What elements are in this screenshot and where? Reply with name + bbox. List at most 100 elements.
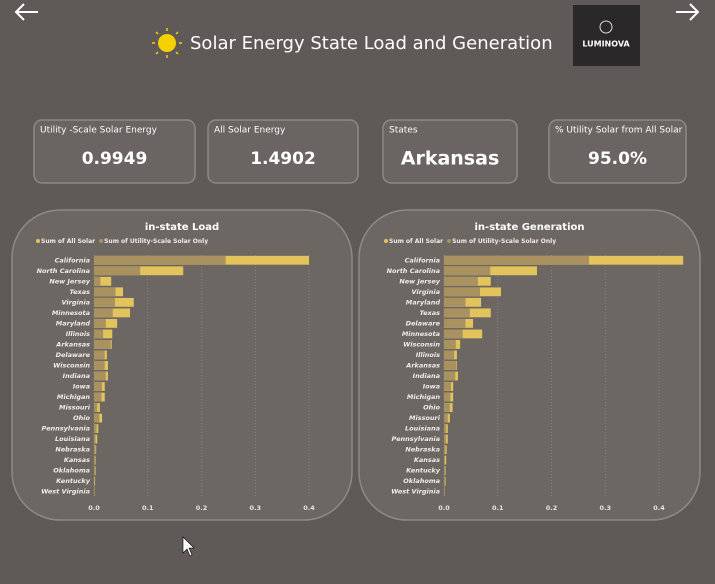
- y-tick-label: Louisiana: [55, 435, 90, 443]
- y-tick-label: Michigan: [57, 393, 90, 401]
- cursor: [182, 536, 195, 557]
- bar: [444, 287, 481, 297]
- bar: [94, 287, 116, 297]
- chart-title: in-state Generation: [475, 222, 585, 233]
- kpi-value: Arkansas: [401, 148, 500, 170]
- back-arrow[interactable]: [14, 3, 38, 21]
- y-tick-label: Iowa: [73, 383, 90, 391]
- bar: [444, 424, 447, 434]
- x-tick-label: 0.2: [546, 504, 558, 512]
- y-tick-label: California: [55, 256, 90, 264]
- bar: [94, 413, 100, 423]
- y-tick-label: Virginia: [412, 288, 440, 296]
- bar: [444, 466, 446, 476]
- legend-label: Sum of All Solar: [389, 238, 443, 245]
- y-tick-label: West Virginia: [41, 488, 90, 496]
- y-tick-label: Ohio: [423, 404, 440, 412]
- bar: [94, 403, 98, 412]
- bar: [444, 413, 448, 423]
- legend-label: Sum of Utility-Scale Solar Only: [452, 238, 556, 245]
- kpi-label: States: [389, 126, 418, 136]
- y-tick-label: Delaware: [56, 351, 91, 359]
- bar: [94, 466, 96, 476]
- chart-title: in-state Load: [145, 222, 219, 233]
- bar: [94, 350, 105, 360]
- bar: [444, 266, 537, 276]
- kpi-card: [207, 119, 359, 184]
- y-tick-label: Arkansas: [55, 340, 90, 348]
- bar: [94, 329, 104, 339]
- y-tick-label: New Jersey: [399, 277, 440, 285]
- x-tick-label: 0.3: [599, 504, 611, 512]
- y-tick-label: Minnesota: [402, 330, 440, 338]
- y-tick-label: Maryland: [406, 298, 441, 306]
- bar: [94, 382, 103, 391]
- kpi-card: [548, 119, 687, 184]
- x-tick-label: 0.0: [88, 504, 100, 512]
- y-tick-label: Missouri: [409, 414, 441, 422]
- bar: [94, 297, 115, 307]
- bar: [94, 276, 112, 286]
- y-tick-label: Minnesota: [52, 309, 90, 317]
- y-tick-label: Texas: [70, 288, 91, 296]
- y-tick-label: Illinois: [416, 351, 440, 359]
- kpi-label: % Utility Solar from All Solar: [555, 126, 683, 136]
- x-tick-label: 0.4: [653, 504, 665, 512]
- bar: [444, 403, 450, 412]
- logo-mark: [599, 20, 613, 34]
- bar: [94, 476, 95, 486]
- x-tick-label: 0.4: [303, 504, 315, 512]
- x-tick-label: 0.3: [249, 504, 261, 512]
- y-tick-label: North Carolina: [387, 267, 440, 275]
- y-tick-label: Delaware: [406, 319, 441, 327]
- x-tick-label: 0.1: [492, 504, 504, 512]
- bar: [444, 361, 457, 370]
- x-tick-label: 0.0: [438, 504, 450, 512]
- bar: [94, 371, 106, 381]
- bar: [94, 434, 96, 444]
- bar: [94, 424, 97, 434]
- y-tick-label: Nebraska: [55, 446, 90, 454]
- sun-icon: [152, 28, 182, 58]
- bar: [94, 361, 105, 370]
- y-tick-label: California: [405, 256, 440, 264]
- bar: [444, 434, 447, 444]
- y-tick-label: Wisconsin: [53, 361, 90, 369]
- forward-arrow[interactable]: [676, 3, 700, 21]
- y-tick-label: Ohio: [73, 414, 90, 422]
- bar: [444, 318, 466, 328]
- bar: [444, 255, 590, 265]
- page-title: Solar Energy State Load and Generation: [190, 33, 553, 54]
- x-tick-label: 0.1: [142, 504, 154, 512]
- y-tick-label: Kentucky: [56, 477, 91, 485]
- bar: [444, 329, 463, 339]
- y-tick-label: Illinois: [66, 330, 90, 338]
- legend-label: Sum of All Solar: [41, 238, 95, 245]
- bar: [94, 340, 111, 349]
- y-tick-label: Wisconsin: [403, 340, 440, 348]
- legend-marker: [36, 239, 40, 243]
- bar: [94, 255, 226, 265]
- kpi-label: Utility -Scale Solar Energy: [40, 126, 158, 136]
- y-tick-label: Kentucky: [406, 467, 441, 475]
- y-tick-label: New Jersey: [49, 277, 90, 285]
- bar: [444, 276, 478, 286]
- y-tick-label: Indiana: [63, 372, 90, 380]
- legend-marker: [384, 239, 388, 243]
- legend-marker: [99, 239, 104, 243]
- bar: [94, 308, 113, 318]
- legend-marker: [447, 239, 452, 243]
- y-tick-label: Arkansas: [405, 361, 440, 369]
- y-tick-label: Michigan: [407, 393, 440, 401]
- bar: [444, 371, 456, 381]
- y-tick-label: Oklahoma: [53, 467, 90, 475]
- bar: [444, 445, 446, 455]
- y-tick-label: Oklahoma: [403, 477, 440, 485]
- kpi-card: [382, 119, 518, 184]
- bar: [94, 266, 141, 276]
- bar: [94, 445, 96, 455]
- y-tick-label: Iowa: [423, 383, 440, 391]
- bar: [94, 455, 96, 465]
- bar: [444, 266, 491, 276]
